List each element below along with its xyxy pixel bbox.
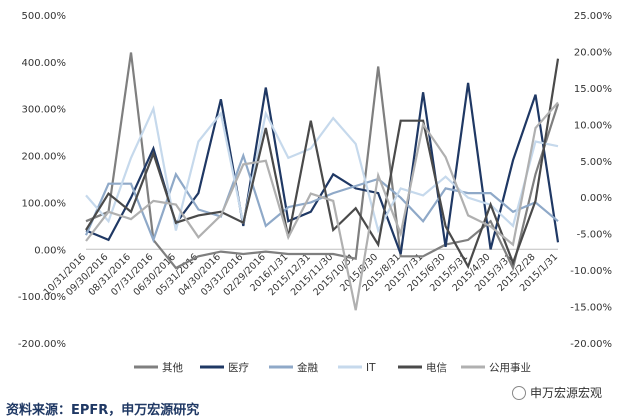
series-line <box>85 101 559 311</box>
y-axis-right: -20.00% -15.00% -10.00% -5.00% 0.00% 5.00% 10.… <box>570 11 612 350</box>
y-left-tick-label: 400.00% <box>22 58 67 69</box>
series-line <box>85 58 560 270</box>
legend-label: 其他 <box>162 361 183 374</box>
y-right-tick-label: 15.00% <box>574 84 612 95</box>
y-left-tick-label: -200.00% <box>18 339 66 350</box>
source-note: 资料来源：EPFR，申万宏源研究 <box>6 403 200 418</box>
y-left-tick-label: 300.00% <box>22 105 67 116</box>
x-axis: 10/31/201609/30/201608/31/201607/31/2016… <box>42 252 561 299</box>
y-right-tick-label: -5.00% <box>577 230 612 241</box>
y-left-tick-label: 200.00% <box>22 152 67 163</box>
logo-text: 申万宏源宏观 <box>530 386 603 400</box>
legend-label: 金融 <box>297 361 318 374</box>
y-right-tick-label: -20.00% <box>570 339 612 350</box>
legend-label: 医疗 <box>228 361 249 374</box>
legend-label: 公用事业 <box>489 361 531 374</box>
y-left-tick-label: -100.00% <box>18 292 66 303</box>
y-right-tick-label: -15.00% <box>570 303 612 314</box>
y-right-tick-label: 25.00% <box>574 11 612 22</box>
y-right-tick-label: 20.00% <box>574 47 612 58</box>
legend-label: IT <box>366 362 376 374</box>
y-right-tick-label: -10.00% <box>570 266 612 277</box>
series-lines <box>84 52 560 311</box>
y-right-tick-label: 10.00% <box>574 120 612 131</box>
y-right-tick-label: 5.00% <box>580 157 612 168</box>
brand-logo: 申万宏源宏观 <box>512 384 602 401</box>
legend: 其他 医疗 金融 IT 电信 公用事业 <box>134 361 531 374</box>
y-left-tick-label: 500.00% <box>22 11 67 22</box>
series-line <box>85 52 560 272</box>
series-line <box>85 105 559 234</box>
y-axis-left: -200.00% -100.00% 0.00% 100.00% 200.00% 300.0… <box>18 11 66 350</box>
y-right-tick-label: 0.00% <box>580 193 612 204</box>
logo-icon <box>512 385 526 400</box>
legend-label: 电信 <box>426 361 447 374</box>
y-left-tick-label: 0.00% <box>34 245 66 256</box>
y-left-tick-label: 100.00% <box>22 198 67 209</box>
